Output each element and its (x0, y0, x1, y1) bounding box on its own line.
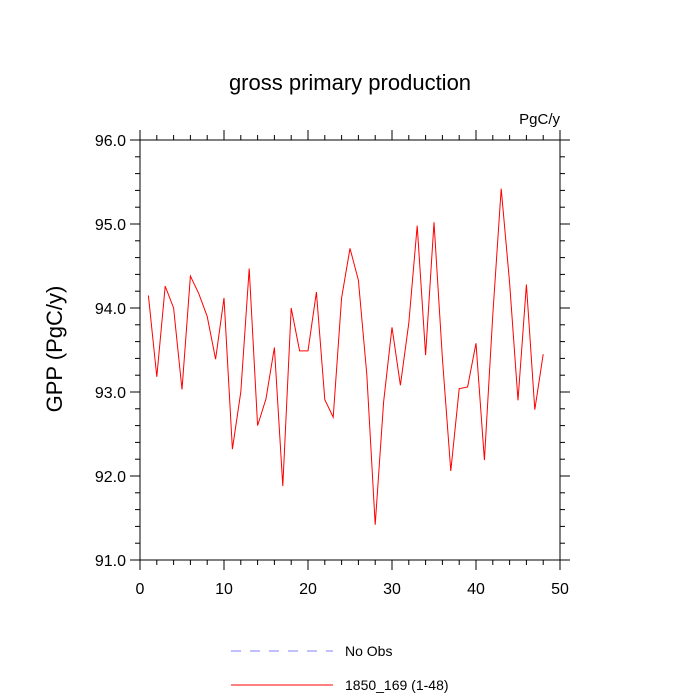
legend: No Obs 1850_169 (1-48) (231, 643, 449, 693)
y-tick-label: 93.0 (95, 385, 126, 402)
legend-label: 1850_169 (1-48) (345, 677, 449, 693)
x-tick-label: 50 (551, 581, 569, 598)
y-axis-label: GPP (PgC/y) (42, 286, 67, 413)
x-tick-label: 20 (299, 581, 317, 598)
x-tick-label: 0 (136, 581, 145, 598)
units-label: PgC/y (519, 111, 560, 128)
plot-frame (139, 139, 561, 561)
x-tick-label: 30 (383, 581, 401, 598)
y-tick-label: 96.0 (95, 133, 126, 150)
y-tick-label: 94.0 (95, 301, 126, 318)
x-tick-label: 40 (467, 581, 485, 598)
series-layer (147, 188, 544, 525)
x-tick-label: 10 (215, 581, 233, 598)
y-tick-label: 95.0 (95, 217, 126, 234)
chart-title: gross primary production (229, 70, 471, 95)
y-tick-label: 91.0 (95, 553, 126, 570)
series-line (147, 188, 544, 525)
axis-ticks (130, 130, 570, 570)
legend-label: No Obs (345, 643, 392, 659)
axis-tick-labels: 0 10 20 30 40 50 91.0 92.0 93.0 94.0 95.0 96.0 (95, 133, 569, 598)
y-tick-label: 92.0 (95, 469, 126, 486)
